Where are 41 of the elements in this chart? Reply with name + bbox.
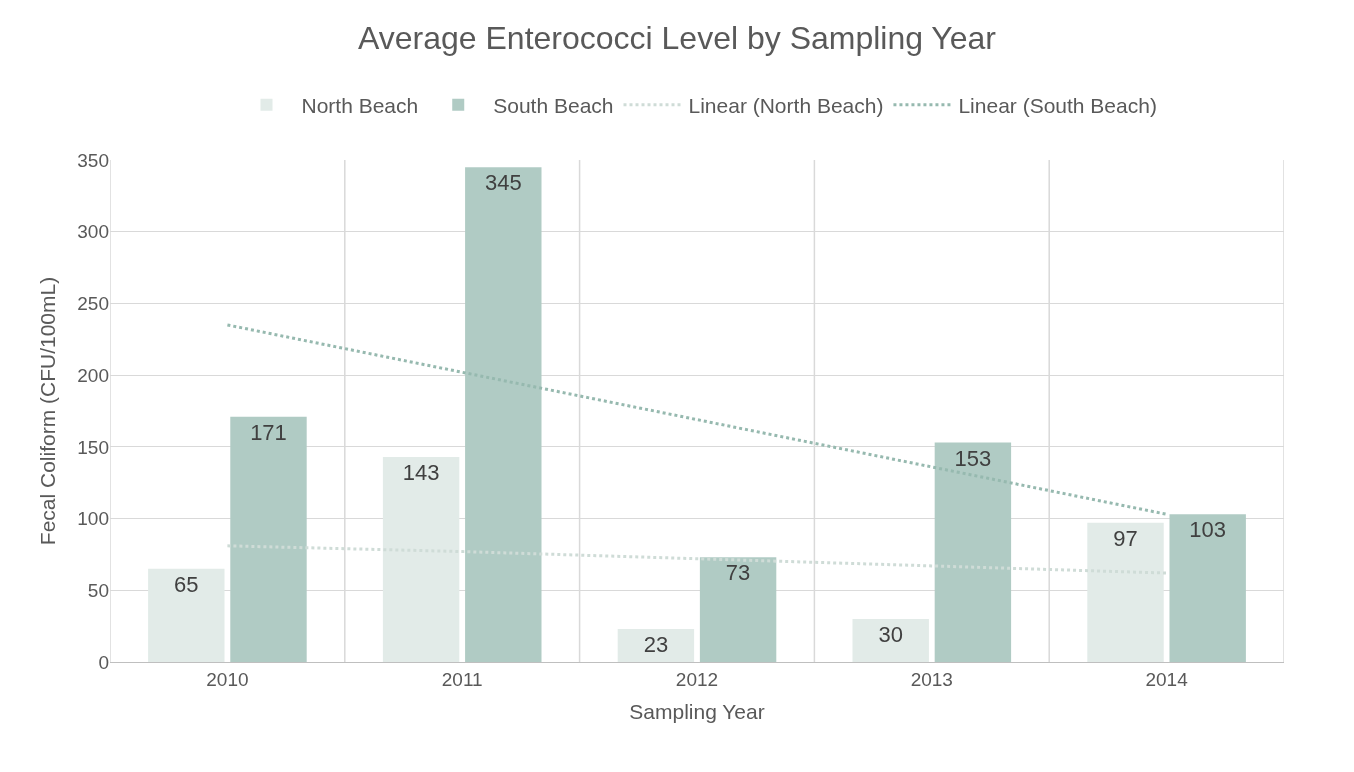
legend-label: Linear (North Beach) <box>688 94 884 118</box>
data-label: 153 <box>954 445 992 471</box>
y-tick-label: 200 <box>77 364 109 386</box>
bar <box>852 618 929 662</box>
y-tick-label: 350 <box>77 149 109 171</box>
legend-label: North Beach <box>301 94 419 118</box>
data-label: 171 <box>250 419 287 445</box>
bar <box>230 416 307 662</box>
y-axis-title: Fecal Coliform (CFU/100mL) <box>36 276 60 546</box>
data-label: 143 <box>402 459 440 485</box>
x-tick-label: 2011 <box>441 668 483 690</box>
y-tick-label: 100 <box>77 508 109 530</box>
x-tick-label: 2010 <box>206 668 249 690</box>
bar <box>465 167 542 662</box>
bar <box>934 442 1012 662</box>
y-tick-label: 300 <box>77 221 109 243</box>
line-series <box>225 323 1169 516</box>
bar <box>617 629 695 662</box>
y-tick-label: 50 <box>87 579 109 601</box>
x-tick-label: 2013 <box>910 668 953 690</box>
legend-label: Linear (South Beach) <box>958 94 1157 118</box>
data-label: 103 <box>1189 517 1227 543</box>
bar <box>148 568 225 662</box>
y-tick-label: 0 <box>98 651 109 673</box>
data-label: 97 <box>1113 525 1138 551</box>
data-label: 65 <box>174 571 199 597</box>
bar <box>1087 522 1164 662</box>
legend-label: South Beach <box>493 94 614 118</box>
bar <box>699 557 777 662</box>
bar <box>1169 514 1246 662</box>
x-tick-label: 2014 <box>1145 668 1189 690</box>
y-tick-label: 150 <box>77 436 109 458</box>
x-tick-label: 2012 <box>675 668 719 690</box>
data-label: 73 <box>725 560 751 586</box>
chart-title: Average Enterococci Level by Sampling Year <box>357 20 997 57</box>
data-label: 23 <box>643 632 669 658</box>
bar <box>382 456 460 662</box>
x-axis-title: Sampling Year <box>629 700 765 723</box>
y-tick-label: 250 <box>77 293 109 315</box>
data-label: 30 <box>878 621 903 647</box>
data-label: 345 <box>484 170 522 196</box>
